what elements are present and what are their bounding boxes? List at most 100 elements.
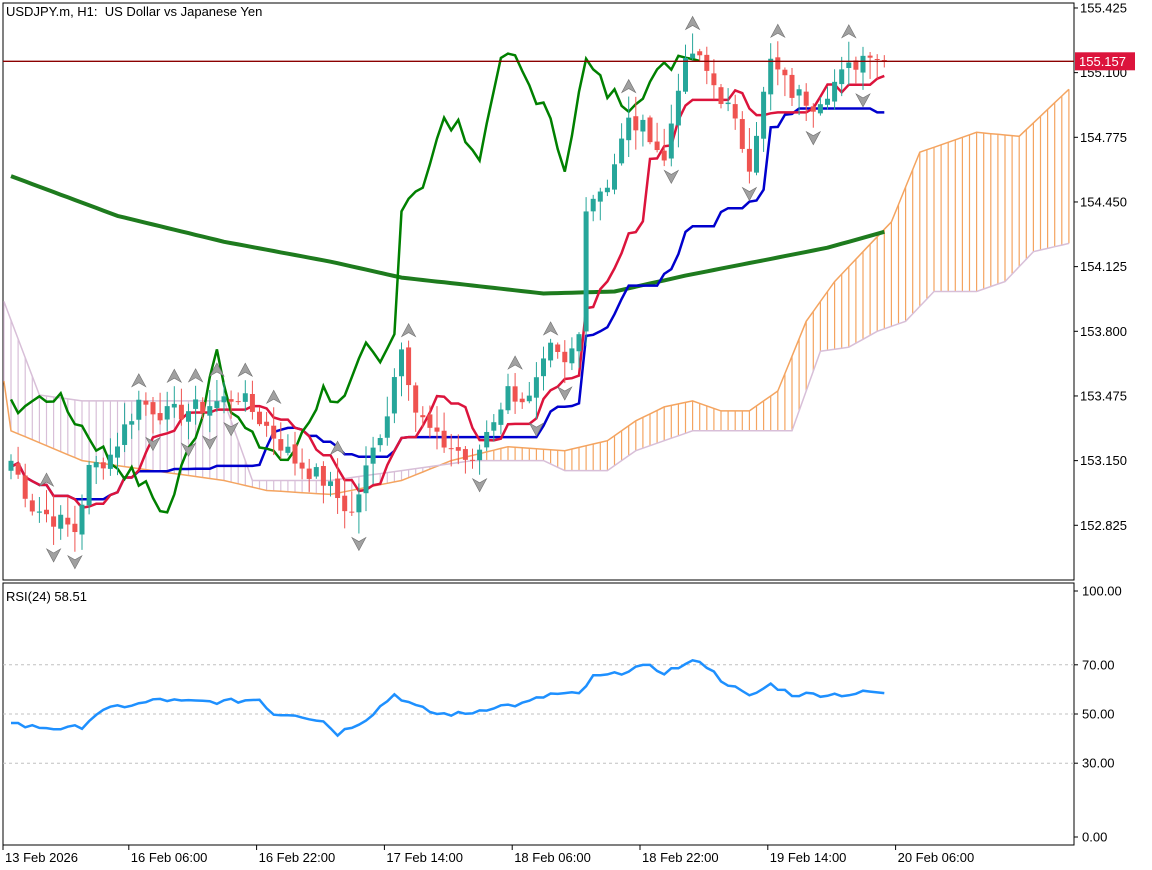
candle (874, 54, 880, 79)
candle (193, 385, 199, 425)
candle-body (853, 60, 859, 70)
candle (817, 97, 823, 116)
candle (612, 153, 617, 195)
fractal-down-arrow (180, 442, 197, 457)
candle (129, 413, 135, 439)
candle-body (207, 406, 213, 416)
fractal-up-arrow (237, 362, 254, 377)
candle-body (72, 523, 78, 533)
candle (697, 48, 703, 62)
fractal-up-arrow (770, 23, 786, 39)
candle (328, 471, 333, 497)
candle-body (448, 448, 454, 450)
fractals (38, 15, 871, 570)
fractal-down-arrow (67, 554, 83, 570)
candle (704, 46, 710, 85)
fractal-up-arrow (38, 472, 55, 487)
candle (44, 490, 49, 523)
candle-body (122, 424, 128, 445)
candle-body (881, 60, 887, 62)
moving-average-line (10, 174, 885, 296)
candle (292, 431, 298, 476)
candle (150, 396, 156, 434)
candle-body (22, 475, 28, 499)
candle (455, 434, 461, 465)
symbol-description: US Dollar vs Japanese Yen (104, 4, 263, 19)
candle-body (200, 401, 206, 414)
candle-body (377, 438, 383, 446)
candle-body (356, 494, 362, 513)
candle (51, 495, 57, 545)
candle-body (264, 421, 270, 426)
candle (164, 391, 170, 432)
candles (8, 33, 887, 552)
candle (58, 505, 64, 540)
candle (363, 446, 369, 512)
candle-body (242, 393, 248, 402)
candle (548, 338, 554, 368)
candle-body (704, 54, 710, 71)
candle-body (86, 464, 92, 506)
candle-body (491, 422, 497, 431)
candle (533, 362, 539, 420)
candle (825, 86, 830, 110)
fractal-up-arrow (329, 440, 346, 455)
candle-body (612, 164, 617, 190)
candle-body (484, 431, 490, 448)
candle (860, 46, 866, 90)
candle (100, 457, 106, 480)
candle (633, 96, 639, 150)
fractal-down-arrow (471, 477, 488, 493)
candle (725, 88, 731, 112)
fractal-down-arrow (557, 386, 573, 401)
candle (320, 461, 326, 504)
candle (257, 407, 262, 427)
candle-body (810, 106, 816, 112)
symbol-label: USDJPY.m (6, 4, 71, 19)
candle (86, 461, 92, 515)
candle (384, 396, 390, 446)
price-axis-label: 155.425 (1080, 0, 1127, 15)
candle-body (668, 123, 674, 159)
candle (335, 458, 341, 514)
candle (15, 446, 21, 479)
fractal-up-arrow (166, 368, 183, 383)
candle (597, 187, 603, 221)
candle-body (470, 459, 475, 461)
candle-body (711, 73, 717, 86)
candle-body (683, 57, 688, 92)
candle (739, 111, 745, 153)
candle-body (775, 57, 781, 70)
candle-body (58, 514, 64, 529)
candle (668, 104, 674, 167)
candle-body (228, 399, 234, 402)
candle-body (107, 454, 113, 469)
ichimoku-cloud (3, 89, 1070, 495)
candle-body (15, 463, 21, 475)
fractal-down-arrow (805, 130, 822, 146)
chart-title: USDJPY.m, H1: US Dollar vs Japanese Yen (6, 4, 263, 19)
candle-body (249, 393, 255, 412)
candle-body (477, 449, 483, 461)
rsi-axis-label: 0.00 (1082, 830, 1107, 845)
candle-body (825, 98, 830, 105)
candle-body (633, 116, 639, 131)
candle-body (832, 81, 838, 102)
candle-body (533, 377, 539, 398)
fractal-up-arrow (684, 15, 701, 31)
fractal-down-arrow (528, 422, 545, 437)
candle (626, 96, 632, 158)
fractal-up-arrow (265, 389, 282, 405)
candle-body (725, 102, 731, 105)
candle-body (257, 411, 262, 425)
candle-body (320, 466, 326, 486)
candle (221, 382, 227, 414)
candle (22, 463, 28, 508)
candle-body (193, 399, 199, 409)
candle-body (129, 421, 135, 425)
candle (264, 411, 270, 437)
candle-body (65, 517, 71, 525)
price-axis-label: 153.800 (1080, 324, 1127, 339)
candle (803, 83, 809, 121)
